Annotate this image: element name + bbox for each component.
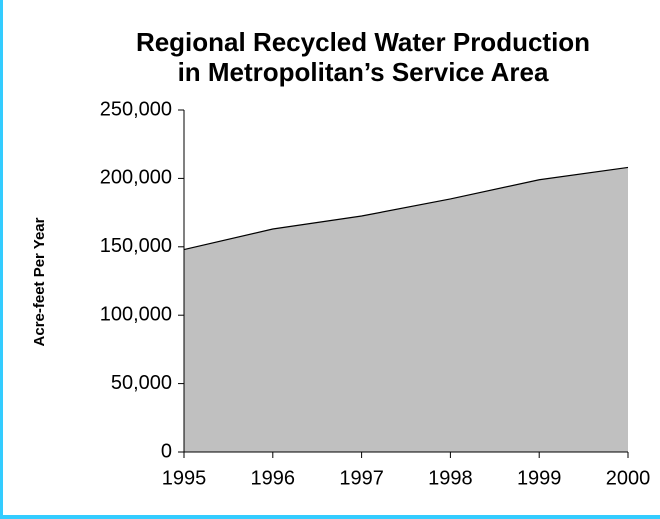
x-tick-label: 1998 [428,467,473,489]
x-tick-label: 1997 [339,467,384,489]
frame-bottom [0,515,660,519]
area [184,167,628,452]
y-tick-label: 250,000 [100,98,172,120]
frame-left [0,0,3,519]
x-tick-label: 1995 [162,467,207,489]
y-tick-label: 100,000 [100,303,172,325]
x-tick-label: 1996 [251,467,296,489]
y-axis-label: Acre-feet Per Year [31,217,48,346]
y-tick-label: 50,000 [111,372,172,394]
chart-title: Regional Recycled Water Production [136,27,590,57]
y-tick-label: 150,000 [100,235,172,257]
y-tick-label: 0 [161,440,172,462]
y-tick-label: 200,000 [100,167,172,189]
chart-title: in Metropolitan’s Service Area [178,57,549,87]
x-tick-label: 2000 [606,467,651,489]
x-tick-label: 1999 [517,467,562,489]
area-line [183,166,629,251]
